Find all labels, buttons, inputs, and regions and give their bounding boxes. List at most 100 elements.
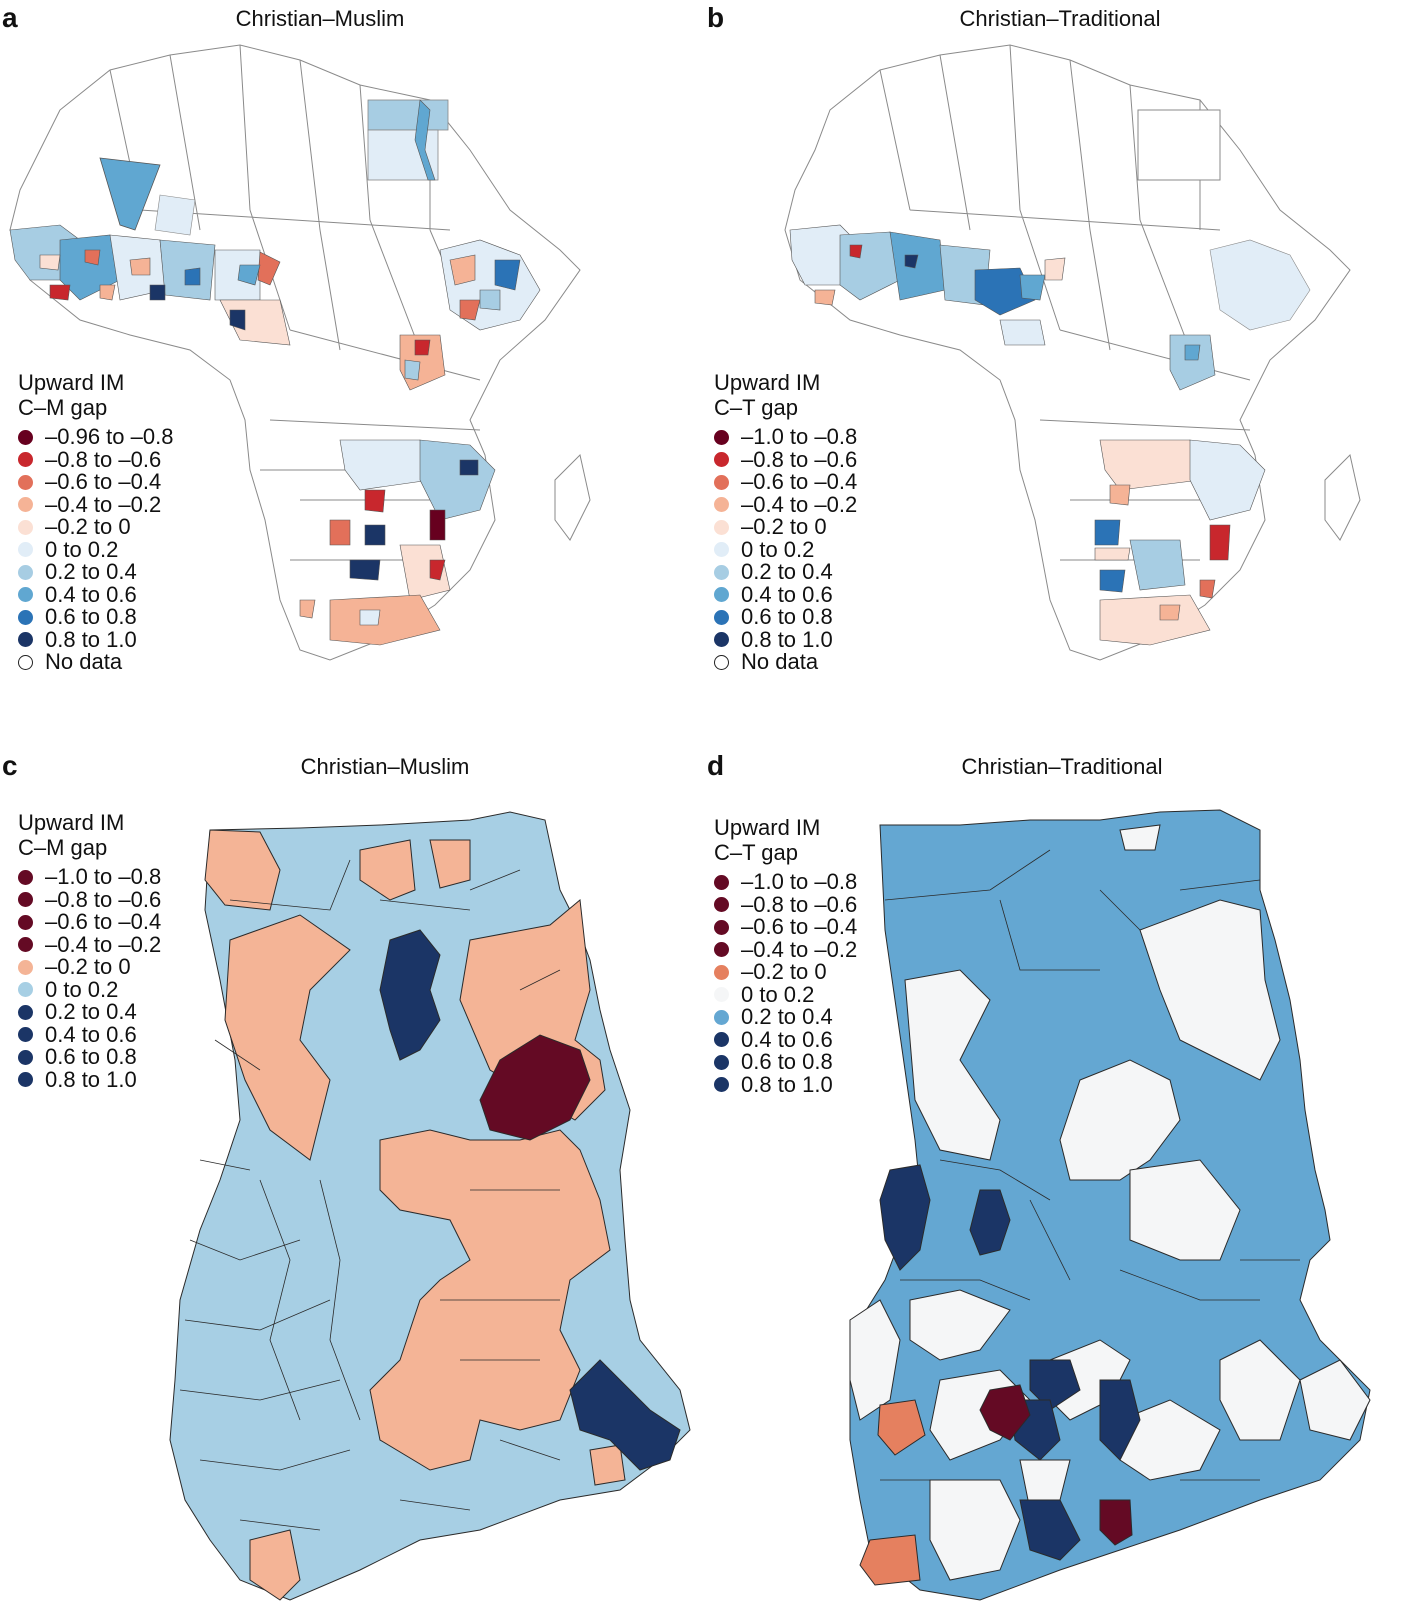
- legend-item: 0.2 to 0.4: [714, 1004, 857, 1029]
- legend-swatch-icon: [18, 497, 33, 513]
- legend-swatch-icon: [18, 564, 33, 580]
- panel-b: b Christian–Traditional: [700, 0, 1403, 700]
- legend-item: 0.8 to 1.0: [18, 1068, 161, 1092]
- legend-item: –0.2 to 0: [714, 514, 857, 539]
- panel-letter-d: d: [707, 750, 725, 781]
- legend-b: Upward IM C–T gap –1.0 to –0.8 –0.8 to –0…: [714, 370, 857, 674]
- legend-item: –0.8 to –0.6: [714, 446, 858, 472]
- legend-swatch-icon: [714, 1032, 729, 1048]
- panel-a: a Christian–Muslim: [0, 0, 700, 700]
- legend-item: –0.8 to –0.6: [18, 886, 162, 912]
- legend-swatch-icon: [18, 914, 33, 930]
- legend-label: –0.4 to –0.2: [45, 491, 162, 517]
- panel-title-b: Christian–Traditional: [959, 6, 1161, 31]
- legend-label: –0.6 to –0.4: [45, 469, 162, 494]
- legend-item: –0.2 to 0: [18, 955, 161, 979]
- legend-swatch-icon: [714, 654, 729, 670]
- panel-letter-a: a: [2, 2, 18, 33]
- legend-swatch-icon: [714, 1054, 729, 1070]
- panel-title-d: Christian–Traditional: [961, 754, 1163, 779]
- legend-items: –0.96 to –0.8 –0.8 to –0.6 –0.6 to –0.4 –0.…: [18, 425, 173, 674]
- legend-title-c-line1: Upward IM: [18, 810, 125, 835]
- legend-label: 0.6 to 0.8: [741, 1049, 833, 1074]
- legend-item: 0.8 to 1.0: [18, 626, 173, 652]
- legend-item: 0.6 to 0.8: [18, 1045, 161, 1069]
- legend-swatch-icon: [714, 632, 729, 648]
- panel-letter-c: c: [2, 750, 18, 781]
- legend-swatch-icon: [714, 609, 729, 625]
- legend-label: 0.4 to 0.6: [741, 581, 833, 607]
- legend-swatch-icon: [18, 519, 33, 535]
- legend-label: 0 to 0.2: [741, 536, 815, 562]
- legend-swatch-icon: [714, 919, 729, 935]
- ghana-map-christian-muslim: [169, 811, 691, 1601]
- legend-label: –0.8 to –0.6: [45, 886, 162, 912]
- legend-item: –0.6 to –0.4: [714, 915, 857, 939]
- legend-title-a: Upward IM C–M gap: [18, 370, 173, 420]
- panel-d: d Christian–Traditional: [700, 740, 1403, 1613]
- legend-label: 0.2 to 0.4: [741, 1004, 833, 1029]
- legend-item: –0.6 to –0.4: [18, 909, 162, 934]
- legend-item: 0.8 to 1.0: [714, 1073, 857, 1097]
- legend-label: –0.8 to –0.6: [741, 446, 858, 472]
- legend-item: No data: [714, 649, 857, 674]
- legend-swatch-icon: [714, 1077, 729, 1093]
- legend-item: –1.0 to –0.8: [714, 869, 858, 894]
- legend-title-b: Upward IM C–T gap: [714, 370, 857, 420]
- legend-swatch-icon: [714, 519, 729, 535]
- legend-title-d-line2: C–T gap: [714, 840, 798, 865]
- legend-swatch-icon: [714, 897, 729, 913]
- legend-swatch-icon: [714, 497, 729, 513]
- legend-title-b-line2: C–T gap: [714, 395, 798, 420]
- legend-items: –1.0 to –0.8 –0.8 to –0.6 –0.6 to –0.4 –0.4…: [18, 865, 162, 1092]
- legend-item: 0.2 to 0.4: [18, 559, 173, 584]
- panel-title-a: Christian–Muslim: [235, 6, 405, 31]
- legend-label: 0 to 0.2: [741, 981, 815, 1007]
- legend-item: 0.8 to 1.0: [714, 628, 857, 652]
- legend-swatch-icon: [714, 987, 729, 1003]
- legend-swatch-icon: [714, 942, 729, 958]
- legend-title-c: Upward IM C–M gap: [18, 810, 161, 860]
- legend-label: 0.2 to 0.4: [741, 559, 833, 584]
- legend-item: 0.2 to 0.4: [18, 1000, 161, 1024]
- legend-swatch-icon: [18, 609, 33, 625]
- legend-swatch-icon: [18, 542, 33, 558]
- legend-swatch-icon: [714, 429, 729, 445]
- legend-title-a-line1: Upward IM: [18, 370, 125, 395]
- legend-item: 0 to 0.2: [18, 538, 173, 562]
- legend-label: 0.2 to 0.4: [45, 559, 137, 584]
- legend-item: –0.8 to –0.6: [714, 893, 857, 917]
- legend-item: –1.0 to –0.8: [714, 424, 858, 449]
- legend-label: –0.6 to –0.4: [45, 909, 162, 934]
- legend-label: –0.2 to 0: [45, 514, 131, 539]
- legend-label: –0.2 to 0: [741, 959, 827, 984]
- legend-label: 0.8 to 1.0: [45, 626, 137, 652]
- legend-item: 0.4 to 0.6: [714, 1026, 857, 1052]
- legend-label: –1.0 to –0.8: [741, 424, 858, 449]
- legend-item: No data: [18, 650, 173, 674]
- legend-item: –0.2 to 0: [18, 514, 173, 539]
- legend-a: Upward IM C–M gap –0.96 to –0.8 –0.8 to –…: [18, 370, 173, 674]
- legend-label: 0.6 to 0.8: [45, 604, 137, 629]
- legend-label: –0.2 to 0: [741, 514, 827, 539]
- legend-swatch-icon: [18, 452, 33, 468]
- legend-swatch-icon: [18, 654, 33, 670]
- legend-swatch-icon: [714, 874, 729, 890]
- legend-item: –0.96 to –0.8: [18, 425, 173, 449]
- legend-item: 0.4 to 0.6: [714, 581, 857, 607]
- legend-swatch-icon: [714, 564, 729, 580]
- legend-title-d-line1: Upward IM: [714, 815, 821, 840]
- legend-item: –0.4 to –0.2: [18, 491, 173, 517]
- legend-label: –1.0 to –0.8: [741, 869, 858, 894]
- legend-item: 0.6 to 0.8: [18, 604, 173, 629]
- legend-swatch-icon: [714, 542, 729, 558]
- legend-label: –0.4 to –0.2: [741, 491, 858, 517]
- legend-label: 0.4 to 0.6: [741, 1026, 833, 1052]
- legend-swatch-icon: [18, 1049, 33, 1065]
- legend-swatch-icon: [18, 474, 33, 490]
- legend-label: No data: [741, 649, 819, 674]
- legend-title-b-line1: Upward IM: [714, 370, 821, 395]
- legend-items: –1.0 to –0.8 –0.8 to –0.6 –0.6 to –0.4 –0.4…: [714, 424, 858, 674]
- legend-items: –1.0 to –0.8 –0.8 to –0.6 –0.6 to –0.4 –0.4…: [714, 869, 858, 1097]
- legend-label: –0.4 to –0.2: [45, 931, 162, 957]
